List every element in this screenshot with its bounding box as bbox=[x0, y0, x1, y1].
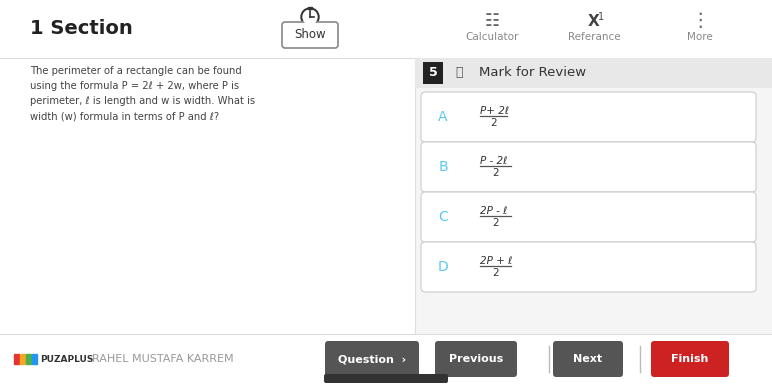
Text: 1: 1 bbox=[598, 12, 604, 22]
Bar bbox=[32, 354, 37, 364]
Text: A: A bbox=[438, 110, 448, 124]
FancyBboxPatch shape bbox=[421, 92, 756, 142]
Circle shape bbox=[303, 10, 317, 24]
Text: Mark for Review: Mark for Review bbox=[479, 66, 586, 79]
Text: 1 Section: 1 Section bbox=[30, 20, 133, 38]
Text: Calculator: Calculator bbox=[466, 32, 519, 42]
Text: 2: 2 bbox=[490, 118, 496, 128]
Text: B: B bbox=[438, 160, 448, 174]
Text: P+ 2ℓ: P+ 2ℓ bbox=[480, 106, 509, 116]
FancyBboxPatch shape bbox=[415, 58, 772, 334]
Bar bbox=[26, 354, 31, 364]
FancyBboxPatch shape bbox=[421, 242, 756, 292]
Text: Referance: Referance bbox=[567, 32, 621, 42]
FancyBboxPatch shape bbox=[421, 142, 756, 192]
Text: More: More bbox=[687, 32, 713, 42]
Text: 2: 2 bbox=[493, 168, 499, 178]
Text: ☷: ☷ bbox=[485, 12, 499, 30]
Text: 🔖: 🔖 bbox=[455, 66, 462, 79]
Text: Question  ›: Question › bbox=[338, 354, 406, 364]
FancyBboxPatch shape bbox=[435, 341, 517, 377]
FancyBboxPatch shape bbox=[325, 341, 419, 377]
Circle shape bbox=[301, 8, 319, 26]
FancyBboxPatch shape bbox=[0, 0, 772, 58]
Text: D: D bbox=[438, 260, 449, 274]
Text: Previous: Previous bbox=[449, 354, 503, 364]
Text: Next: Next bbox=[574, 354, 603, 364]
Text: ⋮: ⋮ bbox=[690, 12, 709, 30]
Text: 2: 2 bbox=[493, 218, 499, 228]
Text: Finish: Finish bbox=[672, 354, 709, 364]
Text: P - 2ℓ: P - 2ℓ bbox=[480, 156, 507, 166]
Text: PUZAPLUS: PUZAPLUS bbox=[40, 354, 93, 364]
FancyBboxPatch shape bbox=[0, 334, 772, 384]
Bar bbox=[308, 7, 312, 9]
Text: 2P + ℓ: 2P + ℓ bbox=[480, 256, 513, 266]
FancyBboxPatch shape bbox=[421, 192, 756, 242]
Text: C: C bbox=[438, 210, 448, 224]
FancyBboxPatch shape bbox=[324, 374, 448, 383]
FancyBboxPatch shape bbox=[651, 341, 729, 377]
Text: RAHEL MUSTAFA KARREM: RAHEL MUSTAFA KARREM bbox=[92, 354, 234, 364]
Text: The perimeter of a rectangle can be found
using the formula P = 2ℓ + 2w, where P: The perimeter of a rectangle can be foun… bbox=[30, 66, 255, 122]
Text: 2: 2 bbox=[493, 268, 499, 278]
FancyBboxPatch shape bbox=[553, 341, 623, 377]
Text: 5: 5 bbox=[428, 66, 438, 79]
Bar bbox=[14, 354, 19, 364]
Text: 2P - ℓ: 2P - ℓ bbox=[480, 206, 507, 216]
Text: X: X bbox=[588, 13, 600, 28]
FancyBboxPatch shape bbox=[282, 22, 338, 48]
FancyBboxPatch shape bbox=[415, 58, 772, 88]
Bar bbox=[20, 354, 25, 364]
FancyBboxPatch shape bbox=[0, 58, 415, 334]
Text: Show: Show bbox=[294, 28, 326, 41]
FancyBboxPatch shape bbox=[423, 62, 443, 84]
